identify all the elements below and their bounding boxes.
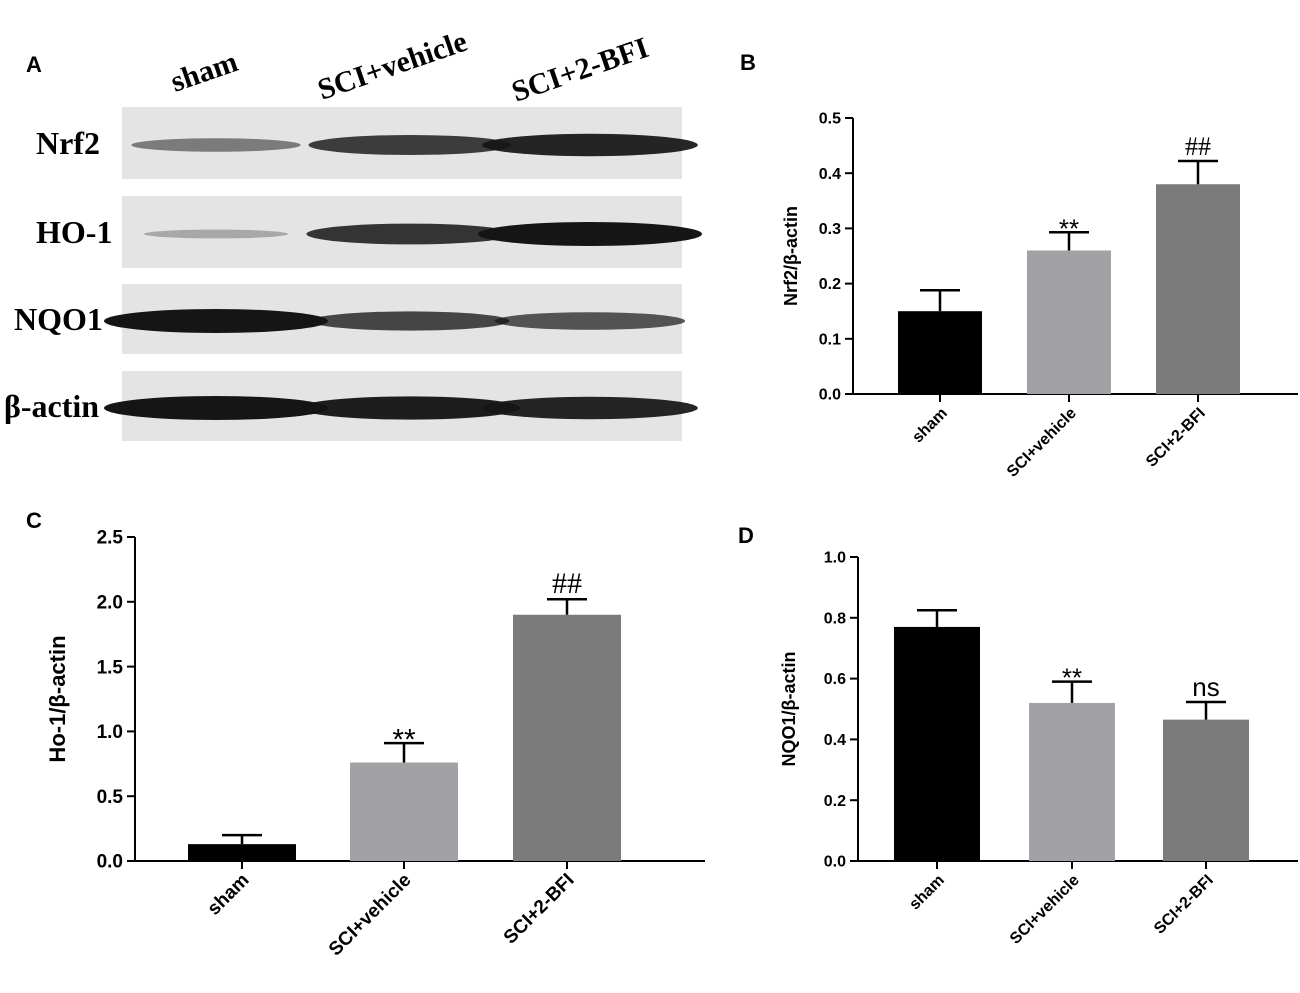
protein-label: Nrf2	[36, 125, 100, 161]
blot-band	[104, 396, 328, 420]
bar-chart-c: C 0.0 0.5 1.0 1.5 2.0 2.5 Ho-1/β-actin sham ** SCI…	[26, 508, 705, 960]
y-tick-label: 2.5	[97, 528, 124, 549]
y-axis-label: Nrf2/β-actin	[781, 206, 801, 306]
x-category-label: SCI+2-BFI	[500, 870, 579, 949]
bar-bfi	[1163, 719, 1249, 861]
blot-band	[104, 309, 328, 333]
blot-band	[482, 133, 698, 157]
y-tick-label: 0.4	[824, 732, 846, 749]
y-axis-label: Ho-1/β-actin	[45, 635, 70, 762]
x-category-label: sham	[204, 870, 254, 920]
y-tick-label: 0.2	[819, 276, 841, 293]
lane-label: SCI+vehicle	[314, 25, 472, 107]
significance-label: **	[392, 724, 416, 757]
panel-letter-c: C	[26, 508, 42, 533]
panel-letter-a: A	[26, 52, 42, 77]
bar-vehicle	[1027, 250, 1111, 394]
blot-band	[494, 312, 686, 330]
blot-band	[143, 229, 289, 239]
bar-bfi	[1156, 184, 1240, 394]
y-tick-label: 2.0	[97, 592, 123, 613]
y-tick-label: 0.5	[97, 787, 124, 808]
y-tick-label: 0.1	[819, 331, 841, 348]
lane-label: sham	[167, 45, 242, 98]
y-tick-label: 0.4	[819, 166, 841, 183]
blot-band	[300, 396, 520, 420]
lane-label: SCI+2-BFI	[508, 31, 653, 108]
protein-label: HO-1	[36, 214, 112, 250]
y-tick-label: 0.8	[824, 610, 846, 627]
blot-band	[131, 138, 301, 152]
y-tick-label: 1.0	[824, 550, 846, 567]
x-category-label: SCI+2-BFI	[1151, 872, 1217, 938]
significance-label: ns	[1192, 672, 1219, 702]
blot-band	[310, 311, 510, 331]
y-tick-label: 0.6	[824, 671, 846, 688]
y-tick-label: 0.5	[819, 111, 841, 128]
blot-band	[482, 396, 698, 420]
blot-band	[306, 223, 514, 245]
bar-vehicle	[1029, 702, 1115, 861]
bar-chart-b: B 0.0 0.1 0.2 0.3 0.4 0.5 Nrf2/β-actin sham ** SCI…	[740, 50, 1298, 481]
bar-vehicle	[350, 762, 458, 861]
x-category-label: SCI+vehicle	[1007, 872, 1083, 948]
bar-sham	[188, 844, 296, 861]
protein-label: NQO1	[14, 301, 103, 337]
significance-label: **	[1059, 213, 1079, 243]
panel-letter-b: B	[740, 50, 756, 75]
x-category-label: SCI+2-BFI	[1143, 405, 1209, 471]
bar-sham	[894, 626, 980, 861]
bar-bfi	[513, 614, 621, 861]
significance-label: ##	[552, 567, 582, 600]
significance-label: ##	[1185, 132, 1211, 161]
blot-band	[308, 135, 512, 155]
x-category-label: sham	[909, 405, 951, 447]
y-axis-label: NQO1/β-actin	[779, 651, 799, 766]
blot-band	[478, 222, 702, 246]
bar-sham	[898, 311, 982, 394]
bar-chart-d: D 0.0 0.2 0.4 0.6 0.8 1.0 NQO1/β-actin sham ** SCI…	[738, 523, 1298, 948]
panel-letter-d: D	[738, 523, 754, 548]
y-tick-label: 0.0	[97, 852, 123, 873]
significance-label: **	[1062, 663, 1082, 693]
x-category-label: SCI+vehicle	[1004, 405, 1080, 481]
y-tick-label: 0.0	[824, 854, 846, 871]
y-tick-label: 0.0	[819, 387, 841, 404]
y-tick-label: 0.3	[819, 221, 841, 238]
y-tick-label: 1.5	[97, 657, 124, 678]
y-tick-label: 1.0	[97, 722, 123, 743]
y-tick-label: 0.2	[824, 793, 846, 810]
protein-label: β-actin	[4, 388, 99, 424]
x-category-label: sham	[906, 872, 948, 914]
x-category-label: SCI+vehicle	[325, 870, 416, 961]
